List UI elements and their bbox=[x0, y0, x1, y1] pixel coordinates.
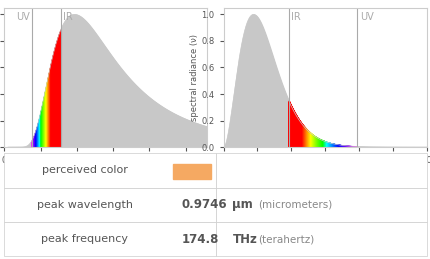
Text: THz: THz bbox=[232, 233, 257, 246]
Text: peak wavelength: peak wavelength bbox=[37, 200, 132, 210]
Text: peak frequency: peak frequency bbox=[41, 234, 128, 244]
Text: UV: UV bbox=[359, 12, 372, 22]
Text: (terahertz): (terahertz) bbox=[257, 234, 313, 244]
Text: 174.8: 174.8 bbox=[181, 233, 218, 246]
Text: IR: IR bbox=[291, 12, 300, 22]
X-axis label: wavelength (nm): wavelength (nm) bbox=[67, 168, 144, 177]
Text: UV: UV bbox=[16, 12, 30, 22]
Text: IR: IR bbox=[63, 12, 73, 22]
Text: (micrometers): (micrometers) bbox=[257, 200, 331, 210]
FancyBboxPatch shape bbox=[173, 163, 211, 179]
Text: µm: µm bbox=[232, 198, 252, 211]
Text: 0.9746: 0.9746 bbox=[181, 198, 227, 211]
X-axis label: frequency (THz): frequency (THz) bbox=[288, 168, 360, 177]
Y-axis label: spectral radiance (ν): spectral radiance (ν) bbox=[189, 34, 198, 121]
Text: perceived color: perceived color bbox=[42, 166, 127, 175]
